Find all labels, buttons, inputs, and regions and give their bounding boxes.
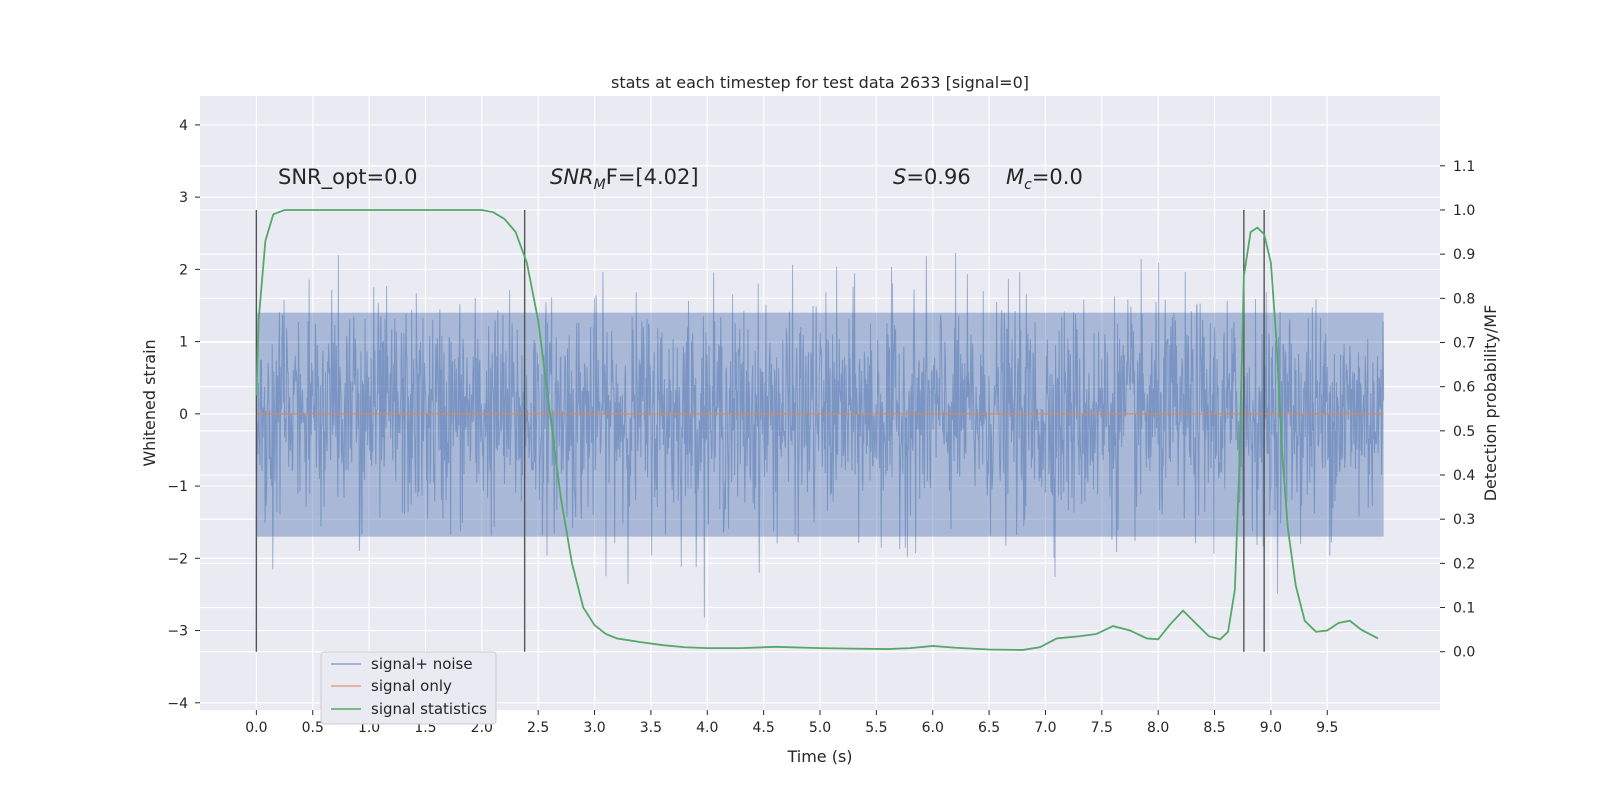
y-tick-label: 2: [179, 262, 188, 278]
series-signal-noise: [255, 253, 1385, 618]
y2-tick-label: 0.8: [1453, 291, 1475, 307]
y2-tick-label: 0.9: [1453, 247, 1475, 263]
y-tick-label: 1: [179, 335, 188, 351]
x-tick-label: 8.0: [1147, 720, 1169, 736]
signal-noise-line: [255, 253, 1385, 618]
annotation-snr-opt: SNR_opt=0.0: [278, 165, 418, 190]
y2-axis-title: Detection probability/MF: [1481, 305, 1500, 502]
y-tick-label: 3: [179, 190, 188, 206]
y2-tick-label: 0.2: [1453, 556, 1475, 572]
y-tick-label: −1: [167, 479, 188, 495]
x-tick-label: 3.5: [640, 720, 662, 736]
x-axis-ticks: 0.0 0.5 1.0 1.5 2.0 2.5 3.0 3.5 4.0 4.5 5.0 5.5 6.0 6…: [245, 710, 1338, 736]
annotation-snr-mf-rest: F=[4.02]: [606, 165, 699, 189]
y2-tick-label: 1.0: [1453, 203, 1475, 219]
x-tick-label: 4.5: [753, 720, 775, 736]
y-tick-label: −3: [167, 624, 188, 640]
annotation-mc-sub: c: [1024, 177, 1032, 193]
x-tick-label: 2.5: [527, 720, 549, 736]
y2-tick-label: 0.1: [1453, 601, 1475, 617]
annotation-snr-mf-sub: M: [594, 177, 606, 193]
x-tick-label: 6.0: [922, 720, 944, 736]
signal-statistics-line: [255, 209, 1379, 651]
legend-label-signal-noise: signal+ noise: [371, 655, 473, 673]
legend: signal+ noise signal only signal statist…: [320, 651, 497, 725]
x-tick-label: 0.0: [245, 720, 267, 736]
y2-tick-label: 1.1: [1453, 159, 1475, 175]
y2-tick-label: 0.4: [1453, 468, 1475, 484]
y-tick-label: −4: [167, 696, 188, 712]
x-tick-label: 4.0: [696, 720, 718, 736]
annotation-s-rest: =0.96: [906, 165, 970, 189]
x-tick-label: 9.0: [1260, 720, 1282, 736]
annotation-snr-mf-base: SNR: [550, 165, 594, 189]
annotations: SNR_opt=0.0 SNRMF=[4.02] S=0.96 Mc=0.0: [278, 165, 1083, 193]
annotation-mc: Mc=0.0: [1006, 165, 1083, 193]
y2-axis-ticks: 1.1 1.0 0.9 0.8 0.7 0.6 0.5 0.4 0.3 0.2 0.1 0.0: [1440, 159, 1475, 661]
legend-label-signal-statistics: signal statistics: [371, 700, 487, 718]
y-tick-label: 4: [179, 118, 188, 134]
x-tick-label: 6.5: [978, 720, 1000, 736]
annotation-s: S=0.96: [893, 165, 971, 189]
y2-tick-label: 0.5: [1453, 424, 1475, 440]
x-axis-title: Time (s): [786, 747, 852, 766]
x-tick-label: 0.5: [302, 720, 324, 736]
y-axis-ticks: 4 3 2 1 0 −1 −2 −3 −4: [167, 118, 200, 712]
legend-box: [320, 651, 497, 725]
y2-tick-label: 0.3: [1453, 512, 1475, 528]
x-tick-label: 5.5: [865, 720, 887, 736]
annotation-snr-mf: SNRMF=[4.02]: [550, 165, 699, 193]
y2-tick-label: 0.6: [1453, 380, 1475, 396]
y2-tick-label: 0.0: [1453, 645, 1475, 661]
y2-tick-label: 0.7: [1453, 335, 1475, 351]
y-tick-label: −2: [167, 551, 188, 567]
x-tick-label: 5.0: [809, 720, 831, 736]
annotation-s-var: S: [893, 165, 906, 189]
annotation-mc-rest: =0.0: [1032, 165, 1083, 189]
y-tick-label: 0: [179, 407, 188, 423]
legend-label-signal-only: signal only: [371, 677, 452, 695]
x-tick-label: 7.5: [1091, 720, 1113, 736]
x-tick-label: 8.5: [1203, 720, 1225, 736]
series-signal-statistics: [255, 209, 1379, 651]
annotation-mc-var: M: [1006, 165, 1024, 189]
x-tick-label: 9.5: [1316, 720, 1338, 736]
x-tick-label: 7.0: [1034, 720, 1056, 736]
x-tick-label: 3.0: [583, 720, 605, 736]
y-axis-title: Whitened strain: [140, 339, 159, 466]
chart-title: stats at each timestep for test data 263…: [611, 73, 1029, 92]
